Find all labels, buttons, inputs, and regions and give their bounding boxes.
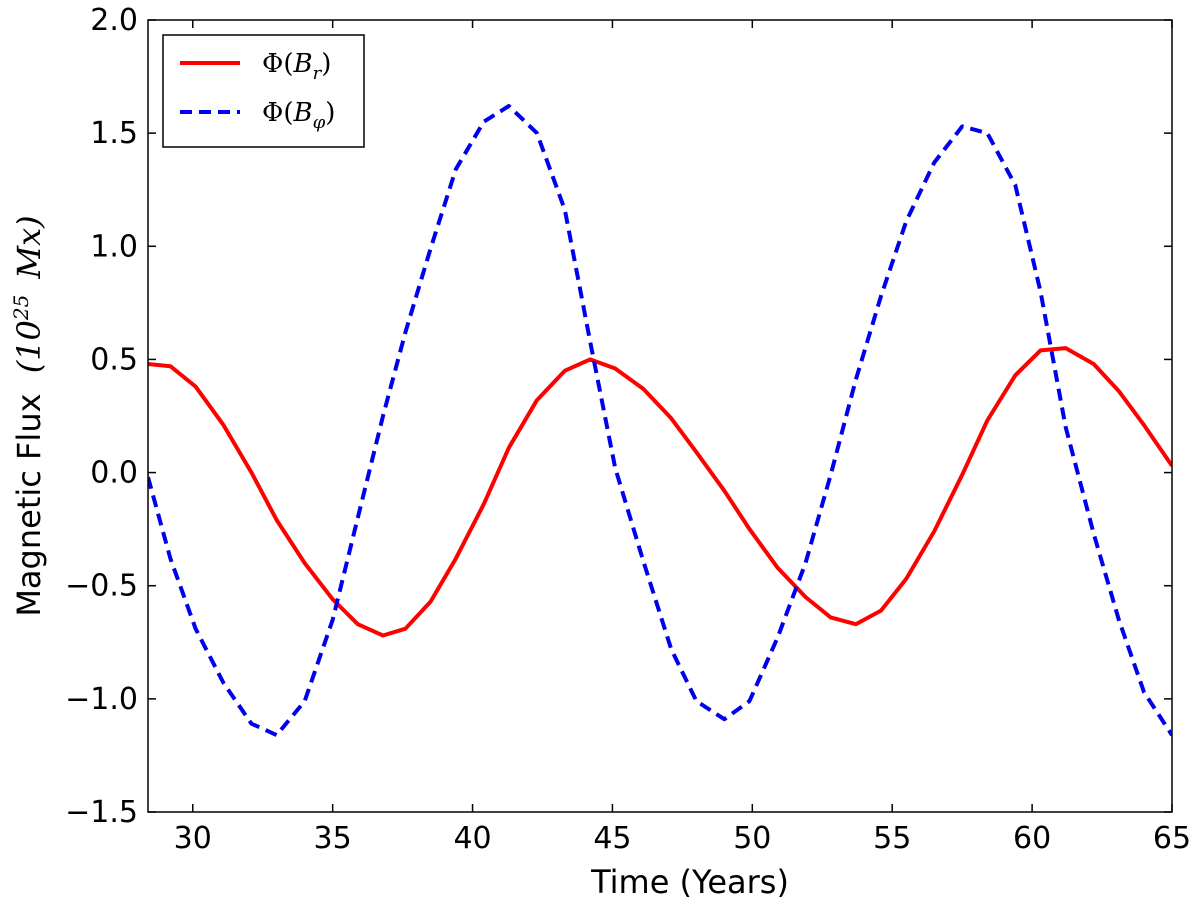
plot-background [148, 20, 1172, 812]
x-axis-label: Time (Years) [590, 863, 789, 901]
y-tick-label: 2.0 [90, 3, 138, 38]
legend-br-phi: Φ( [262, 49, 293, 79]
y-tick-label: 1.5 [90, 116, 138, 151]
x-tick-label: 35 [314, 821, 352, 856]
y-axis-label-exponent: 25 [9, 295, 33, 321]
y-tick-label: −0.5 [65, 569, 138, 604]
y-tick-label: −1.5 [65, 795, 138, 830]
legend-bphi-var: B [292, 98, 312, 128]
y-tick-label: 0.0 [90, 456, 138, 491]
y-tick-label: 1.0 [90, 229, 138, 264]
x-tick-label: 50 [733, 821, 771, 856]
series-group [148, 104, 1172, 738]
x-tick-label: 30 [174, 821, 212, 856]
y-ticks: −1.5 −1.0 −0.5 0.0 0.5 1.0 1.5 2.0 [65, 3, 1172, 830]
plot-frame [147, 19, 1173, 813]
legend-label-bphi: Φ(Bφ) [262, 98, 335, 133]
legend-label-br: Φ(Br) [262, 49, 331, 84]
y-axis-label-base: 10 [10, 320, 48, 361]
legend-bphi-sub: φ [313, 112, 326, 133]
y-tick-label: 0.5 [90, 342, 138, 377]
y-axis-label: Magnetic Flux (1025 Mx) [9, 215, 48, 616]
x-tick-label: 65 [1153, 821, 1191, 856]
legend-box [162, 34, 365, 148]
legend-bphi-close: ) [325, 98, 335, 128]
x-tick-label: 60 [1013, 821, 1051, 856]
x-ticks: 30 35 40 45 50 55 60 65 [174, 20, 1191, 856]
y-axis-label-paren-close: ) [10, 215, 48, 228]
y-axis-label-paren-open: ( [10, 359, 48, 373]
legend: Φ(Br) Φ(Bφ) [162, 34, 365, 148]
legend-bphi-phi: Φ( [262, 98, 293, 128]
y-axis-label-unit: Mx [10, 228, 48, 280]
series-line-bphi [148, 104, 1172, 738]
x-tick-label: 40 [453, 821, 491, 856]
y-tick-label: −1.0 [65, 682, 138, 717]
legend-br-close: ) [321, 49, 331, 79]
x-tick-label: 45 [593, 821, 631, 856]
legend-br-sub: r [313, 63, 323, 84]
legend-br-var: B [292, 49, 312, 79]
y-axis-label-text: Magnetic Flux [10, 393, 48, 616]
series-line-br [148, 346, 1172, 638]
x-tick-label: 55 [873, 821, 911, 856]
